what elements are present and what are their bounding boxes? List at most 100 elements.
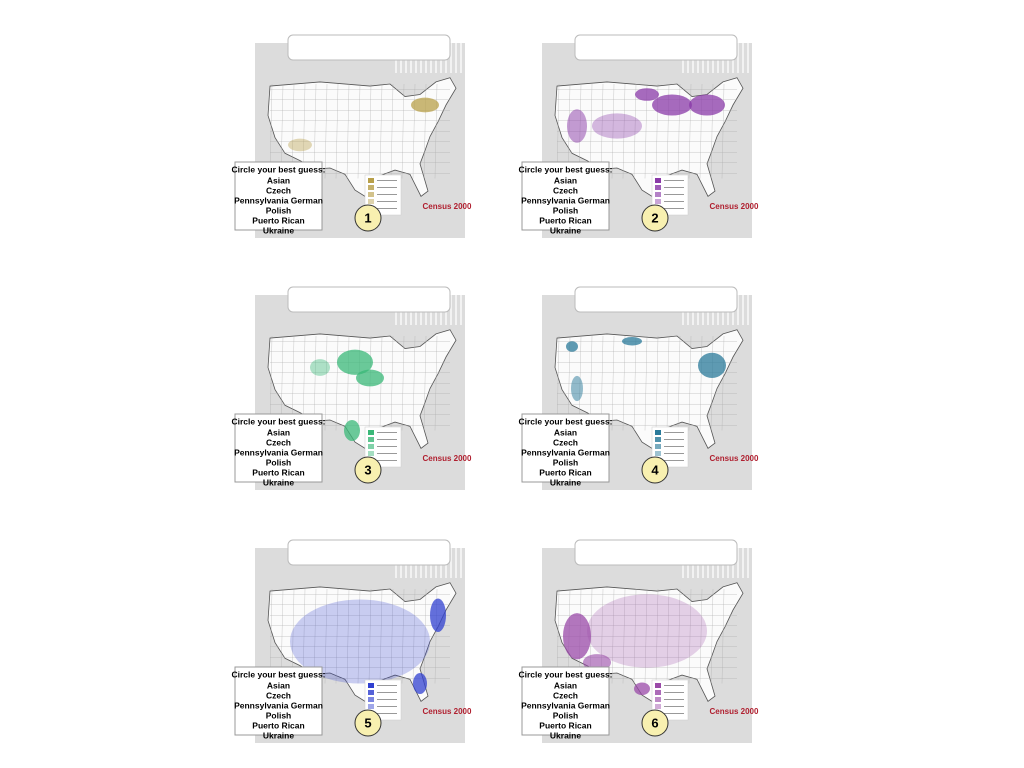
guess-option: Puerto Rican [539, 720, 591, 730]
legend-swatch [368, 437, 374, 442]
guess-option: Asian [554, 175, 577, 185]
guess-prompt: Circle your best guess: [231, 669, 325, 679]
map-stripe [455, 295, 457, 325]
guess-option: Czech [266, 690, 291, 700]
panel-number: 3 [364, 462, 371, 477]
legend-swatch [655, 704, 661, 709]
legend-swatch [655, 697, 661, 702]
legend-swatch [655, 199, 661, 204]
guess-option: Asian [554, 427, 577, 437]
legend-swatch [368, 451, 374, 456]
census-logo: Census 2000 [423, 707, 472, 716]
guess-option: Polish [266, 710, 292, 720]
number-badge [641, 456, 669, 484]
guess-prompt: Circle your best guess: [518, 164, 612, 174]
map-stripe [742, 295, 744, 325]
guess-option: Asian [267, 680, 290, 690]
guess-option: Pennsylvania German [234, 195, 323, 205]
map-stripe [450, 295, 452, 325]
shaded-area [566, 341, 578, 352]
guess-option: Pennsylvania German [521, 195, 610, 205]
guess-box [234, 161, 323, 231]
number-badge [354, 204, 382, 232]
map-stripe [460, 295, 462, 325]
map-stripe [455, 43, 457, 73]
guess-option: Pennsylvania German [234, 700, 323, 710]
guess-option: Ukraine [263, 730, 294, 740]
legend-swatch [655, 192, 661, 197]
shaded-area [567, 109, 587, 143]
map-stripe [460, 548, 462, 578]
census-logo: Census 2000 [710, 454, 759, 463]
shaded-area [430, 598, 446, 633]
guess-option: Czech [266, 185, 291, 195]
map-stripe [460, 43, 462, 73]
panel: Census 2000 Circle your best guess:AsianC… [231, 286, 472, 490]
census-logo: Census 2000 [423, 454, 472, 463]
guess-option: Ukraine [550, 477, 581, 487]
guess-box [521, 413, 610, 483]
legend-swatch [368, 690, 374, 695]
number-badge [641, 204, 669, 232]
map-stripe [737, 548, 739, 578]
legend-swatch [368, 430, 374, 435]
map-stripe [747, 43, 749, 73]
guess-option: Czech [553, 437, 578, 447]
guess-prompt: Circle your best guess: [518, 669, 612, 679]
map-stripe [737, 295, 739, 325]
legend-swatch [655, 430, 661, 435]
shaded-area [337, 349, 373, 375]
shaded-area [634, 682, 650, 696]
guess-option: Polish [553, 205, 579, 215]
map-stripe [450, 548, 452, 578]
census-logo: Census 2000 [710, 202, 759, 211]
guess-option: Ukraine [550, 730, 581, 740]
map-stripe [742, 43, 744, 73]
guess-box [234, 666, 323, 736]
panel: Census 2000 Circle your best guess:AsianC… [231, 539, 472, 743]
map-stripe [742, 548, 744, 578]
guess-box [234, 413, 323, 483]
shaded-area [413, 673, 427, 694]
guess-option: Czech [553, 185, 578, 195]
map-stripe [737, 43, 739, 73]
guess-option: Asian [267, 427, 290, 437]
panel: Census 2000 Circle your best guess:AsianC… [231, 34, 472, 238]
shaded-area [288, 138, 312, 152]
map-stripe [747, 548, 749, 578]
shaded-area [592, 113, 642, 139]
legend-swatch [655, 185, 661, 190]
guess-option: Puerto Rican [539, 467, 591, 477]
guess-prompt: Circle your best guess: [231, 416, 325, 426]
guess-option: Puerto Rican [539, 215, 591, 225]
legend-swatch [368, 185, 374, 190]
shaded-area [344, 420, 360, 441]
legend-swatch [655, 451, 661, 456]
legend-swatch [368, 192, 374, 197]
guess-prompt: Circle your best guess: [231, 164, 325, 174]
panel-number: 4 [651, 462, 659, 477]
legend-swatch [655, 690, 661, 695]
guess-option: Ukraine [263, 477, 294, 487]
shaded-area [652, 94, 692, 116]
census-logo: Census 2000 [710, 707, 759, 716]
guess-option: Czech [266, 437, 291, 447]
shaded-area [587, 594, 707, 668]
guess-box [521, 161, 610, 231]
guess-option: Pennsylvania German [234, 447, 323, 457]
panel: Census 2000 Circle your best guess:AsianC… [518, 286, 759, 490]
panel-number: 6 [651, 715, 658, 730]
shaded-area [622, 337, 642, 346]
shaded-area [356, 369, 384, 387]
guess-option: Pennsylvania German [521, 700, 610, 710]
census-logo: Census 2000 [423, 202, 472, 211]
panel-number: 2 [651, 210, 658, 225]
title-box [287, 34, 451, 61]
panel-number: 1 [364, 210, 371, 225]
guess-option: Puerto Rican [252, 720, 304, 730]
guess-option: Polish [266, 457, 292, 467]
legend-swatch [368, 704, 374, 709]
guess-option: Czech [553, 690, 578, 700]
title-box [574, 539, 738, 566]
panel: Census 2000 Circle your best guess:AsianC… [518, 34, 759, 238]
